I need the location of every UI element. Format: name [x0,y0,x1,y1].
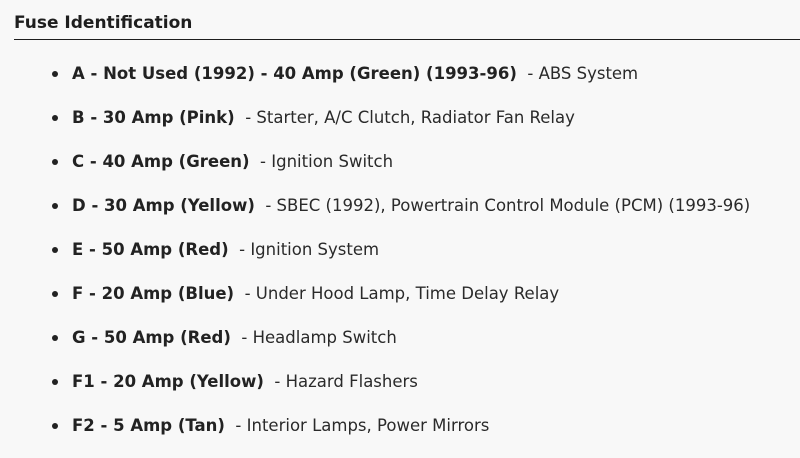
fuse-description: - ABS System [522,64,639,83]
fuse-label: B - 30 Amp (Pink) [72,108,235,127]
fuse-description: - Ignition System [233,240,380,259]
fuse-description: - Ignition Switch [254,152,394,171]
fuse-label: F1 - 20 Amp (Yellow) [72,372,264,391]
list-item: G - 50 Amp (Red) - Headlamp Switch [0,326,750,370]
list-item: F2 - 5 Amp (Tan) - Interior Lamps, Power… [0,414,750,458]
list-item: A - Not Used (1992) - 40 Amp (Green) (19… [0,62,750,106]
fuse-description: - Starter, A/C Clutch, Radiator Fan Rela… [239,108,575,127]
fuse-label: G - 50 Amp (Red) [72,328,231,347]
list-item: D - 30 Amp (Yellow) - SBEC (1992), Power… [0,194,750,238]
fuse-label: E - 50 Amp (Red) [72,240,229,259]
heading-divider [14,39,800,40]
fuse-description: - Interior Lamps, Power Mirrors [230,416,490,435]
list-item: F1 - 20 Amp (Yellow) - Hazard Flashers [0,370,750,414]
fuse-list: A - Not Used (1992) - 40 Amp (Green) (19… [0,62,750,458]
list-item: B - 30 Amp (Pink) - Starter, A/C Clutch,… [0,106,750,150]
list-item: E - 50 Amp (Red) - Ignition System [0,238,750,282]
fuse-description: - Under Hood Lamp, Time Delay Relay [239,284,560,303]
fuse-description: - Hazard Flashers [269,372,418,391]
fuse-label: F - 20 Amp (Blue) [72,284,235,303]
fuse-label: F2 - 5 Amp (Tan) [72,416,225,435]
list-item: C - 40 Amp (Green) - Ignition Switch [0,150,750,194]
section-heading: Fuse Identification [14,13,193,33]
list-item: F - 20 Amp (Blue) - Under Hood Lamp, Tim… [0,282,750,326]
fuse-label: D - 30 Amp (Yellow) [72,196,255,215]
fuse-description: - SBEC (1992), Powertrain Control Module… [260,196,751,215]
fuse-description: - Headlamp Switch [236,328,397,347]
fuse-label: A - Not Used (1992) - 40 Amp (Green) (19… [72,64,517,83]
fuse-label: C - 40 Amp (Green) [72,152,250,171]
